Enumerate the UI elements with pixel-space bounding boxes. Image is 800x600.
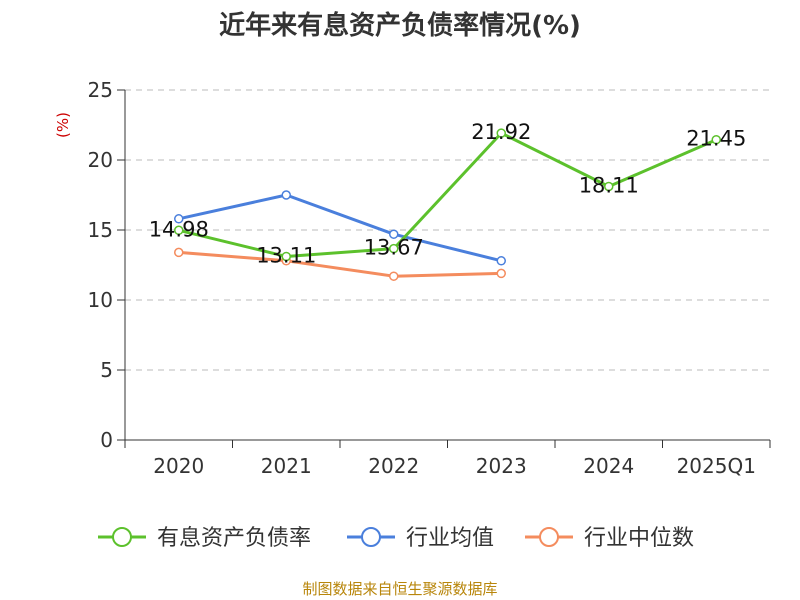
data-label: 21.92 [471, 120, 531, 144]
series-line [178, 131, 717, 258]
source-note: 制图数据来自恒生聚源数据库 [302, 580, 497, 598]
series-line [178, 193, 502, 263]
x-tick-label: 2021 [261, 454, 312, 478]
y-tick-label: 0 [100, 428, 113, 452]
x-tick-label: 2025Q1 [677, 454, 756, 478]
data-label: 21.45 [686, 127, 746, 151]
data-point [281, 251, 291, 262]
data-label: 18.11 [579, 173, 639, 197]
data-point [389, 243, 399, 254]
y-tick-label: 15 [88, 218, 113, 242]
data-point [389, 229, 399, 239]
y-tick-label: 5 [100, 358, 113, 382]
data-label: 13.67 [364, 236, 424, 260]
x-tick-label: 2023 [476, 454, 527, 478]
data-label: 13.11 [256, 243, 316, 267]
data-labels: 14.98 13.11 13.67 21.92 18.11 21.45 [149, 120, 747, 267]
data-point [496, 268, 506, 279]
axes: 0 5 10 15 20 25 2020 2021 2022 2023 2024 2025Q1 [88, 78, 771, 478]
data-point [604, 181, 614, 192]
legend-label: 有息资产负债率 [157, 526, 311, 551]
data-point [496, 256, 506, 266]
x-tick-label: 2022 [368, 454, 419, 478]
chart-title: 近年来有息资产负债率情况(%) [219, 10, 581, 41]
x-tick-label: 2020 [153, 454, 204, 478]
data-point [389, 271, 399, 281]
gridlines [125, 89, 770, 371]
legend-label: 行业中位数 [584, 526, 694, 551]
legend-marker [539, 527, 559, 547]
data-point [174, 247, 184, 258]
legend-label: 行业均值 [406, 526, 494, 551]
data-label: 14.98 [149, 217, 209, 241]
legend-marker [112, 527, 132, 547]
series-layer [174, 128, 721, 281]
data-point [496, 128, 506, 138]
y-tick-label: 10 [88, 288, 113, 312]
data-point [174, 214, 184, 224]
x-tick-label: 2024 [583, 454, 634, 478]
data-point [174, 225, 184, 236]
data-point [711, 134, 721, 145]
legend-marker [361, 527, 381, 547]
series-line [178, 250, 502, 278]
y-tick-label: 25 [88, 78, 113, 102]
data-point [281, 190, 291, 200]
legend: 有息资产负债率 行业均值 行业中位数 [98, 526, 694, 551]
y-tick-label: 20 [88, 148, 113, 172]
y-axis-unit: (%) [54, 112, 72, 138]
